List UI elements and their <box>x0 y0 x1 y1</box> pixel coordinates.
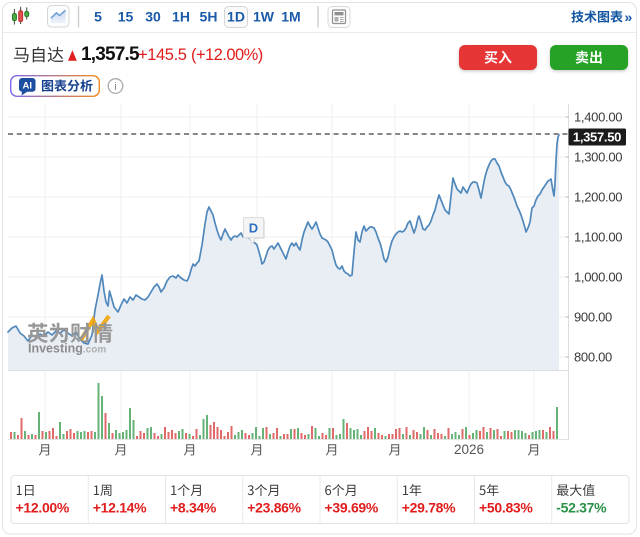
svg-text:800.00: 800.00 <box>574 350 612 365</box>
svg-text:900.00: 900.00 <box>574 310 612 325</box>
svg-text:1,400.00: 1,400.00 <box>574 110 622 125</box>
svg-text:AI: AI <box>23 81 33 92</box>
svg-text:1,200.00: 1,200.00 <box>574 190 622 205</box>
svg-text:-52.37%: -52.37% <box>556 500 607 516</box>
svg-text:1,000.00: 1,000.00 <box>574 270 622 285</box>
svg-text:1D: 1D <box>227 9 245 25</box>
svg-text:1,100.00: 1,100.00 <box>574 230 622 245</box>
svg-text:15: 15 <box>118 9 134 25</box>
svg-text:+12.00%: +12.00% <box>16 500 70 516</box>
svg-text:1,300.00: 1,300.00 <box>574 150 622 165</box>
svg-text:+50.83%: +50.83% <box>479 500 533 516</box>
svg-text:+23.86%: +23.86% <box>247 500 301 516</box>
svg-text:1,357.5: 1,357.5 <box>81 44 140 65</box>
svg-text:D: D <box>249 221 258 236</box>
svg-text:+29.78%: +29.78% <box>402 500 456 516</box>
svg-text:+145.5: +145.5 <box>138 46 187 64</box>
svg-text:»: » <box>625 9 633 25</box>
svg-text:1,357.50: 1,357.50 <box>573 130 621 145</box>
svg-text:+12.14%: +12.14% <box>93 500 147 516</box>
svg-text:1H: 1H <box>172 9 190 25</box>
svg-text:1M: 1M <box>281 9 300 25</box>
svg-text:+8.34%: +8.34% <box>170 500 217 516</box>
svg-text:(+12.00%): (+12.00%) <box>191 46 263 64</box>
svg-text:1W: 1W <box>253 9 275 25</box>
svg-text:30: 30 <box>145 9 161 25</box>
svg-text:5H: 5H <box>200 9 218 25</box>
svg-text:5: 5 <box>94 9 102 25</box>
svg-text:2026: 2026 <box>454 442 484 457</box>
svg-text:Investing.com: Investing.com <box>28 342 106 356</box>
svg-text:+39.69%: +39.69% <box>325 500 379 516</box>
svg-text:i: i <box>114 81 116 93</box>
